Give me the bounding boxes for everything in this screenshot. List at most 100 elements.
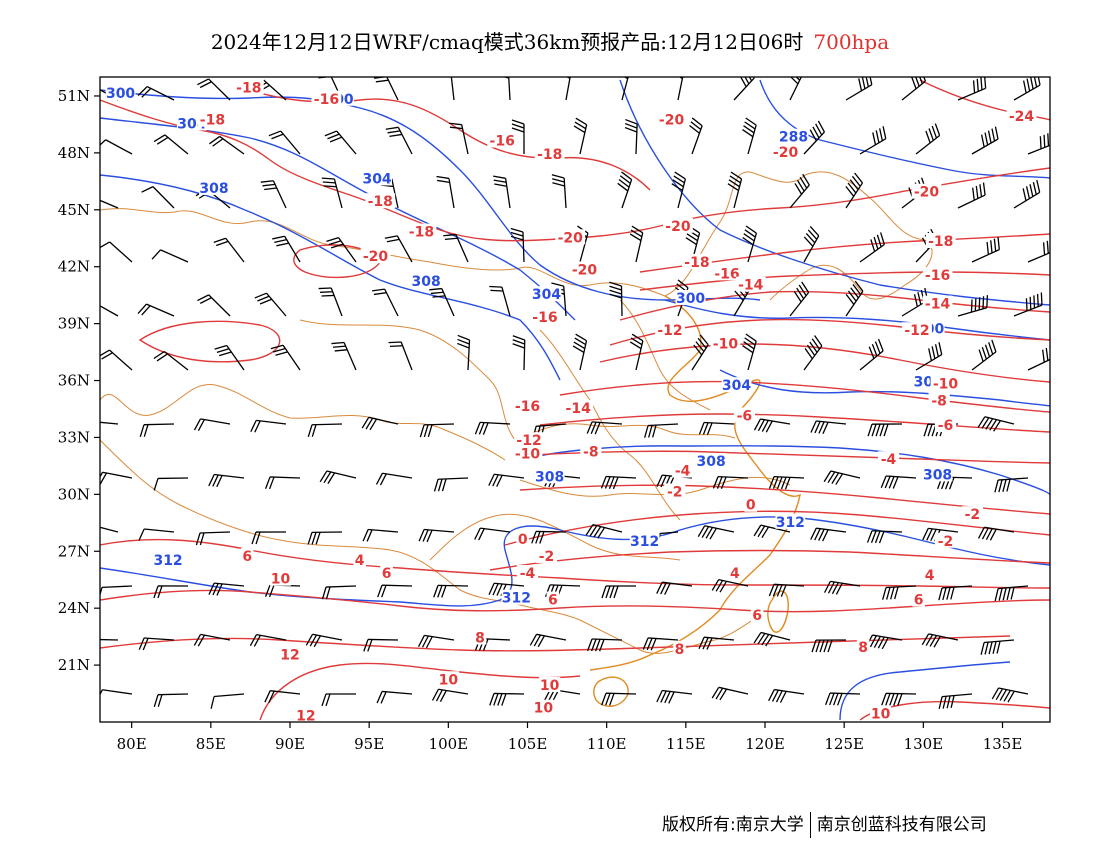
wind-barb — [711, 686, 749, 701]
wind-barb — [1013, 77, 1041, 101]
temperature-contour-label: -14 — [738, 278, 764, 294]
temperature-contour-label-bg — [656, 111, 687, 127]
wind-barb — [493, 175, 511, 209]
temperature-contour-label: -4 — [520, 566, 536, 582]
temperature-contour-label-bg — [912, 591, 925, 607]
wind-barb — [307, 531, 343, 545]
wind-barb — [601, 585, 637, 599]
temperature-contour-label: -20 — [659, 113, 685, 129]
wind-barb — [531, 530, 567, 544]
height-contour-label: 312 — [776, 515, 805, 531]
temperature-contour-label-bg — [406, 223, 437, 239]
temperature-contour-label: -16 — [532, 310, 557, 326]
wind-barb — [697, 525, 735, 540]
wind-barb — [307, 423, 343, 438]
temp-contour-neg2 — [489, 549, 1050, 571]
wind-barb — [938, 693, 973, 710]
boundary-interior-4 — [539, 329, 681, 521]
temperature-contour-label: -20 — [773, 145, 799, 161]
temperature-contour-label: 6 — [242, 549, 252, 565]
wind-barb — [609, 281, 623, 317]
temperature-contour-label-bg — [930, 375, 961, 391]
temperature-contour-label-bg — [655, 322, 685, 338]
wind-barb — [436, 175, 455, 209]
temperature-contour-label-bg — [928, 392, 950, 408]
credit-right: 南京创蓝科技有限公司 — [816, 815, 987, 835]
wind-barb — [880, 475, 917, 489]
wind-barb — [691, 334, 709, 371]
wind-barb — [488, 473, 525, 487]
wind-barb — [418, 528, 455, 543]
wind-barb — [1027, 346, 1050, 371]
temperature-contour-label-bg — [380, 565, 393, 581]
wind-barb — [153, 693, 189, 707]
temperature-contour-label: -18 — [200, 113, 225, 129]
lat-tick-label: 51N — [58, 87, 90, 105]
temperature-contour-label: 8 — [675, 642, 685, 658]
temperature-contour-label: -20 — [558, 230, 584, 246]
wind-barb — [372, 288, 399, 317]
boundary-south — [579, 614, 761, 654]
lon-tick-label: 100E — [429, 735, 469, 753]
wind-barb — [195, 531, 231, 546]
latitude-axis: 51N 48N 45N 42N 39N 36N 33N 30N 27N 24N 21N — [58, 87, 100, 674]
wind-barb — [617, 171, 633, 209]
temperature-contour-label-bg — [869, 705, 892, 721]
wind-barb — [881, 692, 917, 706]
temperature-contour-label-bg — [546, 591, 560, 607]
boundary-interior-6 — [429, 513, 681, 561]
wind-barb — [319, 470, 357, 484]
wind-barb — [272, 235, 301, 263]
temperature-contour-label-bg — [682, 253, 712, 269]
wind-barb — [825, 692, 861, 706]
wind-barb — [753, 418, 791, 433]
wind-barb — [551, 174, 567, 209]
wind-barb — [977, 416, 1015, 432]
height-contour-308-south — [519, 445, 1050, 496]
wind-barb — [254, 292, 287, 317]
wind-barb — [153, 350, 189, 371]
height-contour-label-bg — [105, 85, 136, 101]
wind-barb — [209, 135, 245, 155]
temperature-contour-label: -2 — [667, 484, 683, 500]
wind-barb — [376, 690, 413, 704]
temperature-contour-label-bg — [712, 265, 742, 281]
temperature-contour-label: 12 — [280, 648, 299, 664]
wind-barb — [1027, 133, 1050, 155]
wind-barb — [768, 583, 805, 597]
lat-tick-label: 21N — [58, 656, 90, 674]
temperature-contour-label: -18 — [236, 80, 261, 96]
temperature-contour-label-bg — [925, 233, 956, 249]
height-contour-label: 308 — [199, 181, 228, 197]
wind-barb — [768, 476, 805, 490]
wind-barb — [859, 126, 887, 155]
temperature-contour-label: -8 — [931, 393, 947, 409]
temperature-contour-label: -4 — [881, 452, 897, 468]
title-main: 2024年12月12日WRF/cmaq模式36km预报产品:12月12日06时 — [210, 30, 804, 54]
height-contour-312-low — [839, 661, 1011, 721]
wind-barb — [377, 584, 413, 598]
temperature-contour-label: -16 — [490, 134, 515, 150]
height-contour-label: 304 — [532, 287, 561, 303]
temperature-contour-label-bg — [197, 111, 228, 127]
height-contour-label: 30 — [914, 374, 934, 390]
height-contour-north-east — [619, 79, 1050, 306]
lat-tick-label: 30N — [58, 485, 90, 503]
lon-tick-label: 80E — [117, 735, 147, 753]
temperature-contour-label-bg — [902, 322, 932, 338]
wind-barb — [449, 122, 469, 155]
temperature-contour-label-bg — [353, 551, 366, 567]
map-title: 2024年12月12日WRF/cmaq模式36km预报产品:12月12日06时 7… — [0, 26, 1100, 55]
height-contour-south-east — [719, 369, 1050, 407]
plot-frame — [99, 76, 1051, 723]
temperature-contour-label: -16 — [314, 92, 339, 108]
height-contour-label-bg — [411, 272, 442, 288]
temperature-contour-label: 6 — [914, 593, 924, 609]
wind-barb — [100, 195, 119, 209]
copyright-credit: 版权所有:南京大学 南京创蓝科技有限公司 — [662, 810, 987, 838]
temperature-contour-label-bg — [514, 432, 544, 448]
wind-barb — [151, 249, 189, 263]
wind-barb — [141, 186, 175, 209]
lon-tick-label: 90E — [275, 735, 305, 753]
wind-barb — [572, 333, 588, 371]
